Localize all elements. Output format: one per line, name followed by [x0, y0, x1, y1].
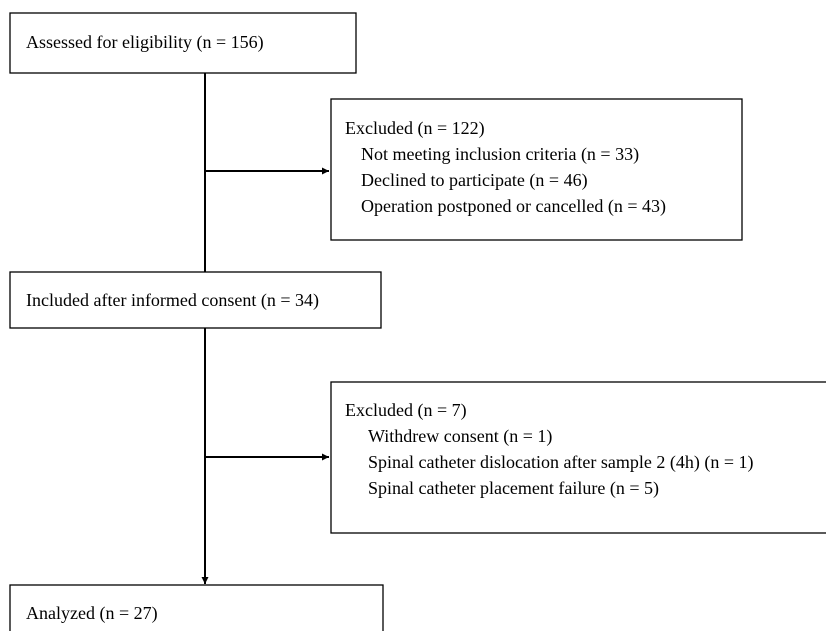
box-label: Included after informed consent (n = 34): [26, 290, 319, 311]
box: [9, 271, 382, 329]
box-item: Withdrew consent (n = 1): [368, 426, 552, 447]
box: [330, 98, 743, 241]
box: [330, 381, 826, 534]
box-label: Analyzed (n = 27): [26, 603, 158, 624]
box-item: Spinal catheter dislocation after sample…: [368, 452, 754, 473]
box-item: Not meeting inclusion criteria (n = 33): [361, 144, 639, 165]
box-item: Spinal catheter placement failure (n = 5…: [368, 478, 659, 499]
box: [9, 584, 384, 631]
box-item: Declined to participate (n = 46): [361, 170, 588, 191]
box-label: Excluded (n = 7): [345, 400, 467, 421]
box: [9, 12, 357, 74]
box-label: Excluded (n = 122): [345, 118, 485, 139]
box-item: Operation postponed or cancelled (n = 43…: [361, 196, 666, 217]
box-label: Assessed for eligibility (n = 156): [26, 32, 264, 53]
